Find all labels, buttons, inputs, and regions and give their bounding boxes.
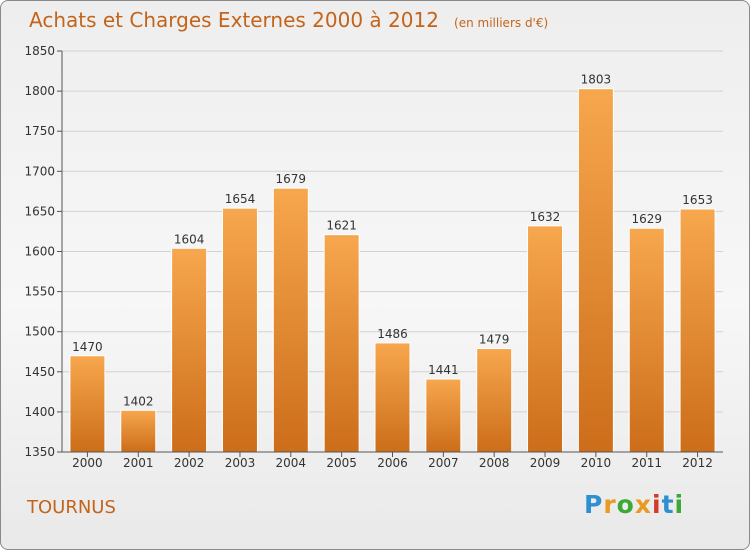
logo-letter: P [584, 490, 604, 519]
x-tick-label: 2002 [174, 456, 205, 470]
logo-letter: t [661, 490, 675, 519]
x-tick-label: 2005 [326, 456, 357, 470]
x-tick-label: 2004 [276, 456, 307, 470]
x-tick-label: 2000 [72, 456, 103, 470]
bar [323, 234, 360, 453]
chart-title: Achats et Charges Externes 2000 à 2012 (… [29, 8, 548, 32]
bar [69, 355, 106, 453]
bar [628, 227, 665, 453]
x-tick-label: 2010 [581, 456, 612, 470]
bar-value-label: 1679 [276, 172, 307, 186]
bar [425, 378, 462, 453]
y-tick-label: 1600 [24, 245, 55, 259]
bar-value-label: 1632 [530, 210, 561, 224]
bar-value-label: 1654 [225, 192, 256, 206]
x-tick-label: 2012 [682, 456, 713, 470]
bar-value-label: 1486 [377, 327, 408, 341]
y-tick-label: 1800 [24, 84, 55, 98]
x-tick-label: 2006 [377, 456, 408, 470]
y-tick-label: 1550 [24, 285, 55, 299]
bar [272, 187, 309, 453]
bar-value-label: 1803 [581, 73, 612, 87]
x-tick-label: 2008 [479, 456, 510, 470]
bar-value-label: 1629 [631, 212, 662, 226]
x-tick-label: 2007 [428, 456, 459, 470]
logo-letter: x [634, 490, 652, 519]
proxiti-logo: Proxiti [584, 490, 684, 519]
y-tick-label: 1850 [24, 44, 55, 58]
logo-letter: o [616, 490, 635, 519]
x-tick-label: 2009 [530, 456, 561, 470]
y-tick-label: 1350 [24, 445, 55, 459]
bar-value-label: 1621 [326, 219, 357, 233]
bar [171, 247, 208, 453]
bar [679, 208, 716, 453]
logo-letter: r [603, 490, 617, 519]
bar [527, 225, 564, 453]
bar [120, 409, 157, 453]
logo-letter: i [674, 490, 685, 519]
bar [476, 348, 513, 453]
bar-value-label: 1441 [428, 363, 459, 377]
bar-value-label: 1653 [682, 193, 713, 207]
logo-letter: i [652, 490, 662, 519]
unit-subtitle: (en milliers d'€) [454, 16, 549, 30]
bar [577, 88, 614, 453]
y-tick-label: 1400 [24, 405, 55, 419]
y-tick-label: 1500 [24, 325, 55, 339]
bar-value-label: 1479 [479, 333, 510, 347]
bar-value-label: 1604 [174, 232, 205, 246]
y-tick-label: 1450 [24, 365, 55, 379]
title-text: Achats et Charges Externes 2000 à 2012 [29, 8, 439, 32]
x-tick-label: 2001 [123, 456, 154, 470]
y-tick-label: 1750 [24, 124, 55, 138]
x-tick-label: 2003 [225, 456, 256, 470]
y-tick-label: 1650 [24, 204, 55, 218]
city-name: TOURNUS [27, 497, 116, 518]
y-tick-label: 1700 [24, 164, 55, 178]
bar-value-label: 1470 [72, 340, 103, 354]
bar [374, 342, 411, 453]
bar-value-label: 1402 [123, 394, 154, 408]
x-tick-label: 2011 [631, 456, 662, 470]
bar [221, 207, 258, 453]
